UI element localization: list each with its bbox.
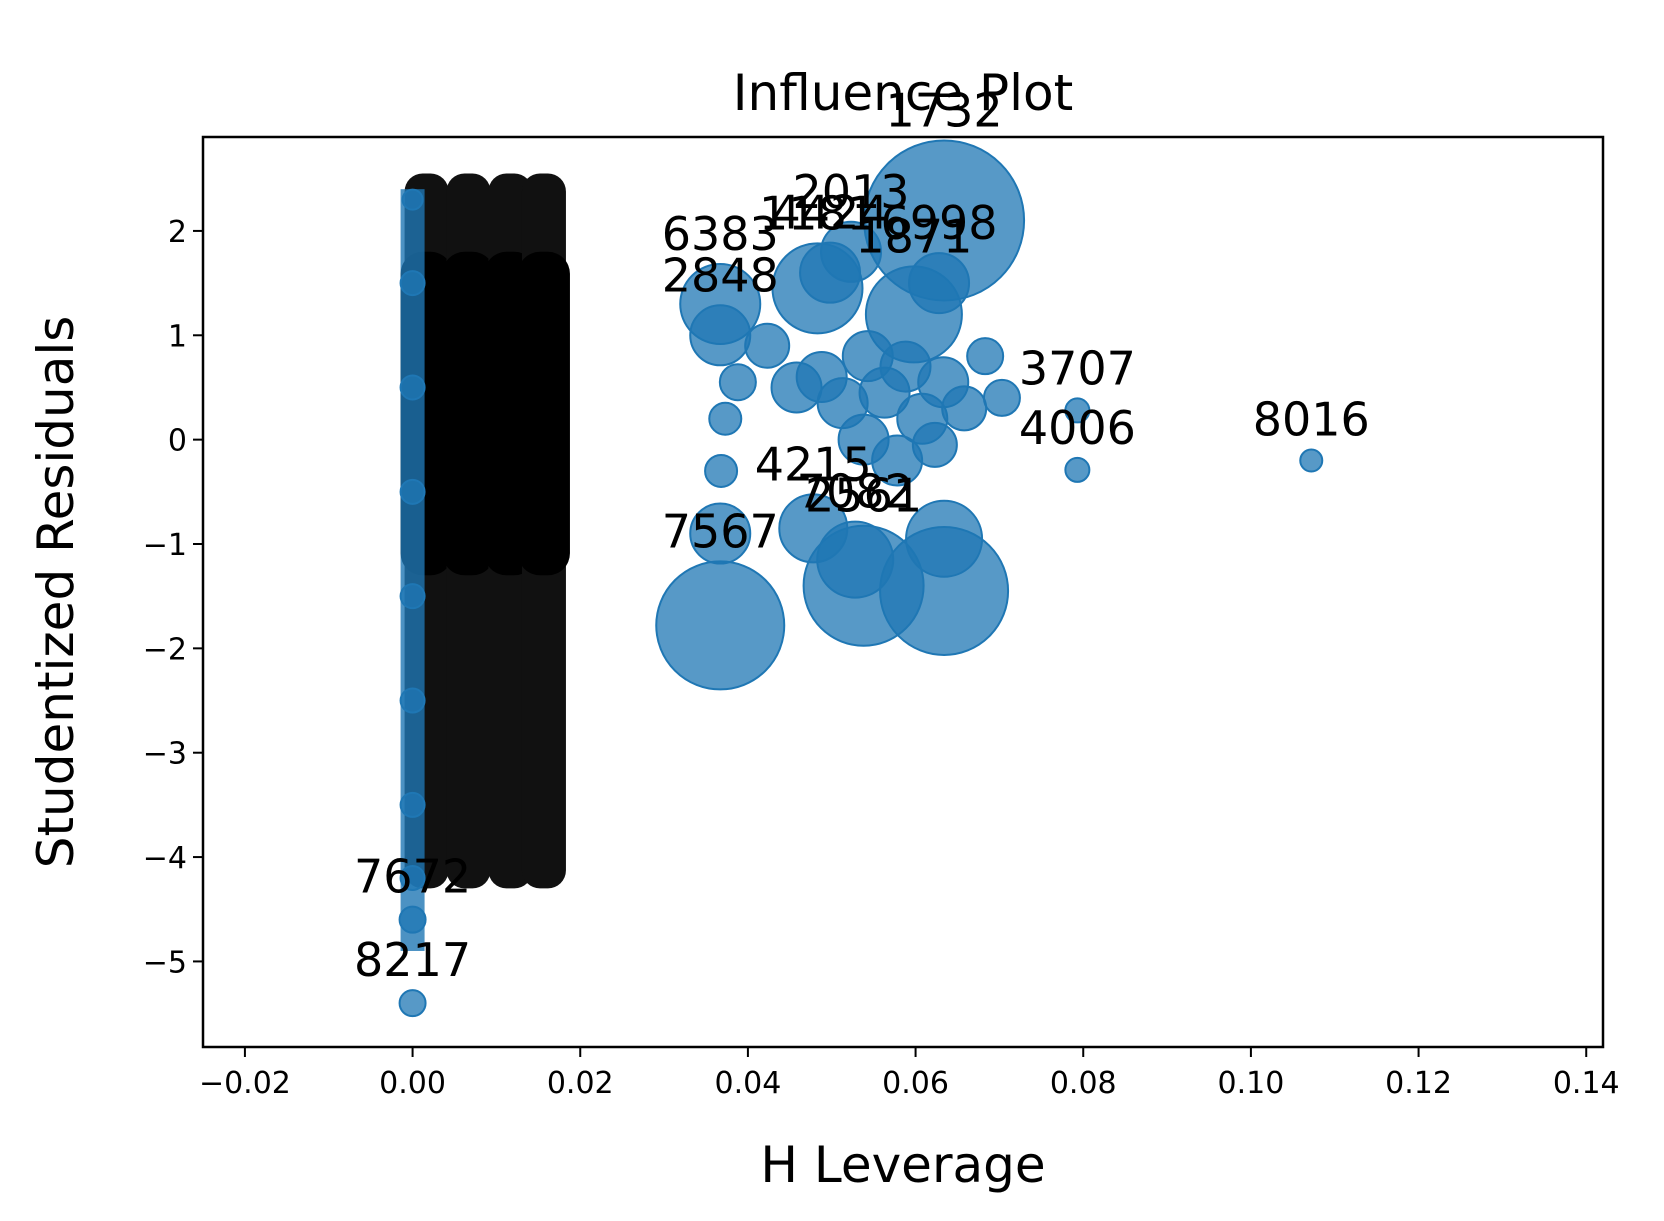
data-point [399, 374, 426, 401]
y-axis-ticks: −5 −4 −3 −2 −1 0 1 2 [143, 215, 203, 980]
point-label: 8217 [354, 933, 471, 987]
data-point [399, 270, 426, 297]
data-point [905, 499, 984, 578]
plot-frame [201, 135, 1605, 1049]
point-label: 4424 [772, 186, 889, 240]
y-tick-label: −5 [143, 945, 187, 980]
y-tick-label: 0 [168, 424, 187, 459]
data-point [820, 220, 883, 283]
point-label: 2848 [662, 248, 779, 302]
x-tick-label: 0.08 [1050, 1066, 1117, 1101]
point-label: 4215 [755, 437, 872, 491]
y-tick-label: 2 [168, 215, 187, 250]
x-tick-label: 0.14 [1553, 1066, 1620, 1101]
leverage-zero-cluster [400, 189, 425, 951]
data-point [708, 401, 743, 436]
point-label: 2561 [805, 469, 922, 523]
point-label: 6998 [881, 196, 998, 250]
data-point [689, 304, 752, 367]
y-axis-label: Studentized Residuals [27, 316, 85, 869]
point-label: 3707 [1019, 341, 1136, 395]
data-point [655, 560, 786, 691]
point-label: 2013 [792, 165, 909, 219]
data-point [704, 453, 739, 488]
data-point [399, 864, 426, 891]
point-label: 6383 [662, 207, 779, 261]
data-point [982, 378, 1021, 417]
data-point [1064, 456, 1091, 483]
x-axis-ticks: −0.02 0.00 0.02 0.04 0.06 0.08 0.10 0.12 0.14 [199, 1047, 1620, 1101]
data-point [399, 478, 426, 505]
y-tick-label: −1 [143, 528, 187, 563]
data-point [941, 385, 988, 432]
y-tick-label: −2 [143, 632, 187, 667]
data-point [778, 493, 849, 564]
data-point [966, 337, 1005, 376]
data-point [908, 252, 971, 315]
y-tick-label: 1 [168, 319, 187, 354]
point-label: 7672 [354, 850, 471, 904]
x-tick-label: −0.02 [199, 1066, 291, 1101]
x-tick-label: 0.02 [547, 1066, 614, 1101]
x-tick-label: 0.10 [1218, 1066, 1285, 1101]
point-label: 1181 [759, 186, 876, 240]
data-point [911, 421, 958, 468]
data-point [718, 363, 757, 402]
data-point [744, 322, 791, 369]
data-point [399, 687, 426, 714]
label-stacks [400, 173, 570, 951]
data-point [398, 989, 427, 1018]
data-point [401, 188, 424, 211]
data-point [1299, 448, 1324, 473]
x-tick-label: 0.06 [882, 1066, 949, 1101]
data-point [399, 583, 426, 610]
data-point [398, 905, 427, 934]
x-tick-label: 0.00 [379, 1066, 446, 1101]
chart-title: Influence Plot [733, 64, 1073, 122]
x-tick-label: 0.12 [1385, 1066, 1452, 1101]
label-stack-band [517, 251, 570, 576]
y-tick-label: −3 [143, 737, 187, 772]
point-label: 7567 [662, 504, 779, 558]
data-points [398, 139, 1324, 1018]
label-stack-band [442, 251, 495, 576]
point-label: 1732 [886, 83, 1003, 137]
point-labels: 1732 8217 7672 8016 4006 3707 7567 2561 1871 7082… [354, 83, 1370, 987]
point-label: 1871 [855, 209, 972, 263]
point-label: 8016 [1253, 393, 1370, 447]
x-axis-label: H Leverage [760, 1136, 1045, 1194]
point-label: 4006 [1019, 401, 1136, 455]
point-label: 7082 [797, 465, 914, 519]
x-tick-label: 0.04 [715, 1066, 782, 1101]
data-point [1064, 397, 1091, 424]
data-point [399, 791, 426, 818]
data-point [689, 502, 752, 565]
y-tick-label: −4 [143, 841, 187, 876]
